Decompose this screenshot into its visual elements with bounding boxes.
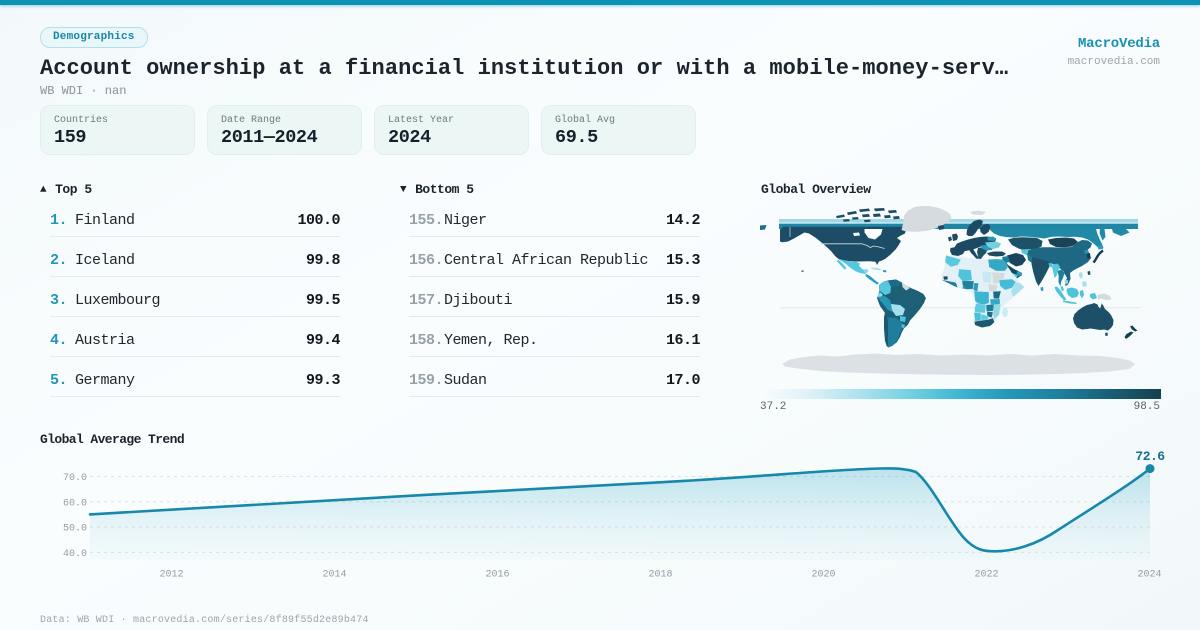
svg-text:2022: 2022 [974,570,998,581]
svg-text:50.0: 50.0 [63,524,87,535]
svg-text:40.0: 40.0 [63,549,87,560]
svg-text:2020: 2020 [811,570,835,581]
svg-text:70.0: 70.0 [63,473,87,484]
svg-text:2018: 2018 [648,570,672,581]
svg-text:2024: 2024 [1137,570,1161,581]
svg-text:2014: 2014 [322,570,346,581]
svg-text:2016: 2016 [485,570,509,581]
svg-text:72.6: 72.6 [1135,449,1165,464]
svg-text:60.0: 60.0 [63,498,87,509]
svg-text:2012: 2012 [159,570,183,581]
